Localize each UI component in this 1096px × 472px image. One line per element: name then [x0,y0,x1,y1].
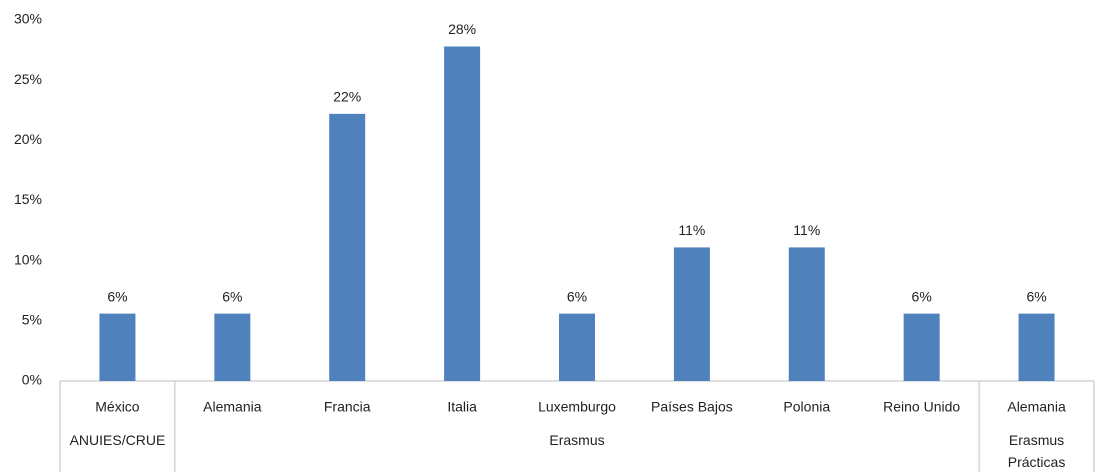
bar [559,313,595,381]
bar [903,313,940,381]
group-label: Erasmus Prácticas [1007,432,1066,470]
bar [1018,313,1055,381]
value-label: 6% [912,288,932,304]
bar [788,247,825,381]
value-label: 28% [448,21,476,37]
bar [444,46,481,382]
value-label: 6% [222,288,242,304]
bar [673,247,710,381]
x-tick-label: Italia [447,399,477,415]
x-tick-label: México [95,399,140,415]
y-tick-label: 20% [14,131,42,147]
value-label: 11% [793,222,820,238]
x-tick-label: Luxemburgo [538,399,616,415]
value-label: 6% [567,288,587,304]
x-tick-label: Francia [324,399,371,415]
value-label: 6% [1026,288,1046,304]
value-label: 22% [333,89,361,105]
y-tick-label: 30% [14,11,42,27]
y-tick-label: 10% [14,251,42,267]
bar [214,313,251,381]
x-tick-label: Alemania [1007,399,1066,415]
x-tick-label: Países Bajos [651,399,733,415]
y-tick-label: 0% [22,372,42,388]
value-label: 6% [107,288,127,304]
x-tick-label: Reino Unido [883,399,960,415]
group-label: Erasmus [549,432,605,448]
y-tick-label: 15% [14,191,42,207]
x-tick-label: Polonia [783,399,830,415]
value-label: 11% [678,222,705,238]
bar [329,113,366,382]
y-tick-label: 5% [22,312,42,328]
y-tick-label: 25% [14,71,42,87]
x-tick-label: Alemania [203,399,262,415]
bar [99,313,136,381]
group-label: ANUIES/CRUE [69,432,166,448]
